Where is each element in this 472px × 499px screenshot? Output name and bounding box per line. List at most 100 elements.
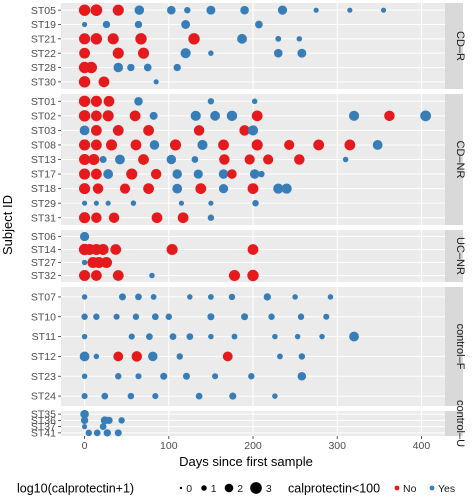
- data-point: [80, 409, 89, 419]
- data-point: [193, 125, 205, 136]
- data-point: [110, 244, 122, 255]
- y-tick-label: ST30: [31, 76, 56, 88]
- data-point: [105, 139, 118, 151]
- data-point: [239, 125, 250, 136]
- data-point: [93, 313, 100, 320]
- data-point: [176, 353, 183, 360]
- data-point: [181, 20, 191, 29]
- data-point: [79, 139, 91, 151]
- data-point: [114, 429, 122, 437]
- data-point: [268, 313, 275, 320]
- data-point: [119, 183, 131, 194]
- data-point: [297, 313, 305, 320]
- data-point: [92, 183, 104, 194]
- facet-strip-label: CD–R: [454, 31, 466, 61]
- data-point: [78, 76, 91, 88]
- y-tick-label: ST05: [31, 5, 56, 17]
- y-tick-label: ST11: [32, 331, 56, 343]
- data-point: [184, 6, 191, 14]
- data-point: [135, 33, 147, 45]
- data-point: [79, 183, 91, 195]
- data-point: [79, 33, 91, 45]
- color-legend-label: Yes: [438, 483, 455, 495]
- data-point: [177, 212, 189, 224]
- data-point: [80, 416, 89, 425]
- data-point: [251, 139, 263, 151]
- data-point: [240, 5, 249, 15]
- data-point: [237, 33, 247, 44]
- data-point: [107, 33, 119, 45]
- data-point: [81, 259, 88, 266]
- y-tick-label: ST06: [31, 231, 56, 243]
- data-point: [231, 333, 238, 340]
- data-point: [297, 48, 307, 58]
- data-point: [319, 333, 325, 340]
- data-point: [248, 373, 255, 380]
- data-point: [349, 331, 359, 342]
- data-point: [241, 313, 249, 321]
- facet-strip-label: UC–NR: [454, 237, 466, 275]
- data-point: [182, 372, 190, 380]
- data-point: [212, 373, 219, 380]
- data-point: [90, 125, 102, 136]
- data-point: [99, 423, 107, 430]
- data-point: [99, 155, 107, 164]
- data-point: [150, 168, 162, 180]
- data-point: [127, 63, 135, 72]
- x-tick-label: 100: [160, 440, 178, 452]
- data-point: [344, 139, 356, 151]
- data-point: [91, 212, 102, 223]
- data-point: [323, 313, 330, 320]
- data-point: [219, 154, 230, 165]
- color-legend-key: [429, 485, 435, 491]
- data-point: [115, 373, 122, 380]
- facet-strip: [445, 411, 463, 436]
- x-axis-title: Days since first sample: [179, 454, 313, 469]
- data-point: [275, 35, 282, 42]
- data-point: [169, 333, 177, 340]
- data-point: [79, 153, 91, 166]
- data-point: [93, 429, 101, 437]
- data-point: [190, 110, 201, 121]
- y-tick-label: ST17: [31, 169, 56, 181]
- data-point: [112, 270, 124, 281]
- y-tick-label: ST13: [31, 154, 56, 166]
- data-point: [277, 5, 288, 15]
- y-tick-label: ST27: [31, 257, 56, 269]
- data-point: [187, 294, 193, 300]
- y-tick-label: ST32: [31, 270, 56, 282]
- data-point: [102, 20, 111, 29]
- size-legend-key: [179, 486, 183, 490]
- data-point: [130, 139, 142, 151]
- data-point: [372, 140, 383, 150]
- data-point: [100, 256, 113, 269]
- data-point: [138, 154, 149, 165]
- data-point: [98, 76, 110, 88]
- data-point: [277, 353, 283, 360]
- data-point: [193, 169, 203, 179]
- data-point: [113, 351, 124, 362]
- data-point: [247, 125, 259, 136]
- data-point: [81, 313, 88, 320]
- data-point: [81, 393, 88, 400]
- data-point: [166, 154, 177, 165]
- data-point: [251, 98, 258, 105]
- data-point: [281, 183, 292, 194]
- data-point: [90, 139, 102, 151]
- data-point: [273, 183, 284, 194]
- data-point: [132, 313, 140, 320]
- data-point: [85, 429, 93, 437]
- data-point: [249, 169, 260, 179]
- data-point: [93, 256, 105, 269]
- y-tick-label: ST12: [31, 351, 56, 363]
- data-point: [313, 139, 325, 151]
- y-tick-label: ST24: [31, 391, 56, 403]
- data-point: [135, 373, 142, 380]
- y-tick-label: ST37: [31, 421, 56, 433]
- data-point: [79, 231, 90, 242]
- data-point: [296, 36, 303, 42]
- facet-panel: ST05 ST19 ST21 ST22 ST28 ST30 CD–R: [31, 3, 466, 89]
- data-point: [79, 125, 90, 136]
- data-point: [294, 333, 301, 340]
